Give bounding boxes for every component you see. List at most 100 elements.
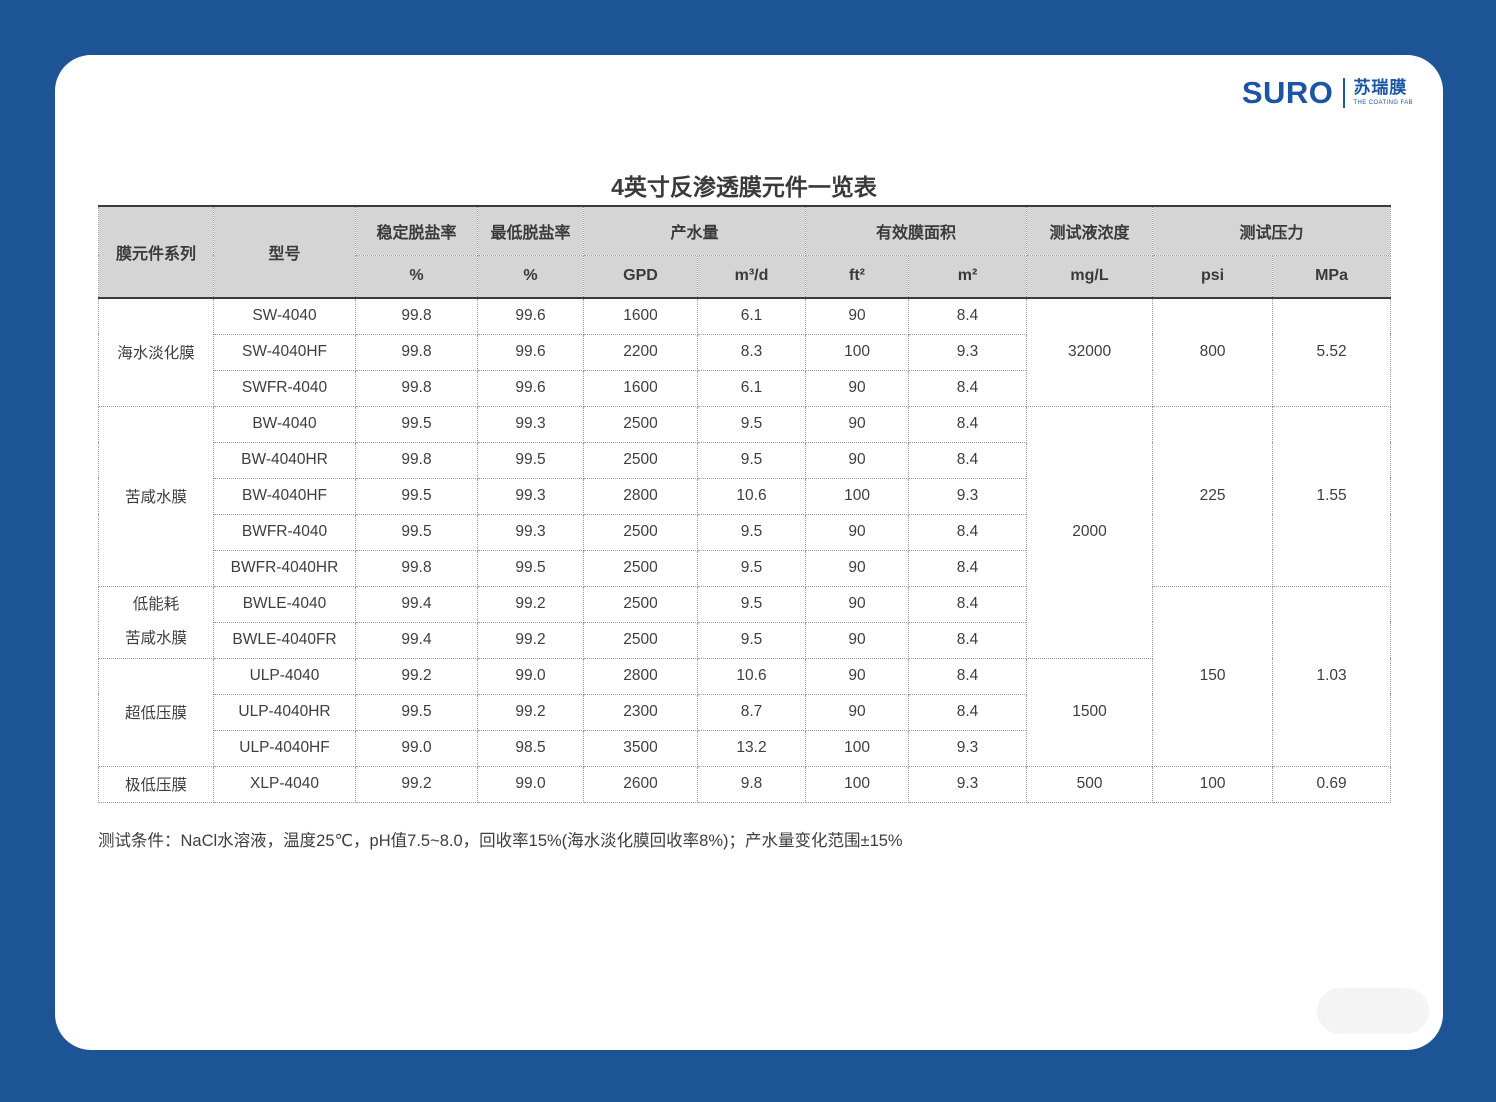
company-logo: SURO 苏瑞膜 THE COATING FAB — [1242, 77, 1413, 108]
ft2-cell: 90 — [805, 513, 910, 551]
m3d-cell: 8.7 — [696, 693, 807, 731]
min-cell: 99.0 — [477, 657, 584, 695]
model-cell: BWLE-4040FR — [213, 621, 356, 659]
page-title: 4英寸反渗透膜元件一览表 — [611, 174, 877, 200]
m2-cell: 8.4 — [908, 621, 1028, 659]
watermark-shape — [1317, 988, 1429, 1034]
psi-cell: 100 — [1152, 765, 1274, 803]
psi-cell: 800 — [1152, 297, 1274, 407]
brand-text: SURO — [1241, 75, 1334, 110]
gpd-cell: 2500 — [583, 621, 698, 659]
table-row: BW-4040HF 99.5 99.3 2800 10.6 100 9.3 — [99, 477, 1391, 515]
col-header-min-rejection: 最低脱盐率 — [477, 205, 584, 256]
gpd-cell: 3500 — [583, 729, 698, 767]
m3d-cell: 6.1 — [696, 369, 807, 407]
stable-cell: 99.5 — [355, 405, 478, 443]
min-cell: 99.6 — [477, 369, 584, 407]
m3d-cell: 9.5 — [696, 405, 807, 443]
m3d-cell: 9.5 — [696, 549, 807, 587]
table-row: SWFR-4040 99.8 99.6 1600 6.1 90 8.4 — [99, 369, 1391, 407]
col-header-stable-rejection: 稳定脱盐率 — [355, 205, 478, 256]
stable-cell: 99.8 — [355, 549, 478, 587]
m2-cell: 8.4 — [908, 549, 1028, 587]
table-row: 极低压膜 XLP-4040 99.2 99.0 2600 9.8 100 9.3… — [98, 765, 1392, 803]
series-cell: 极低压膜 — [98, 765, 214, 803]
ft2-cell: 90 — [805, 657, 910, 695]
m3d-cell: 9.8 — [696, 765, 807, 803]
table-row: SW-4040HF 99.8 99.6 2200 8.3 100 9.3 — [99, 333, 1391, 371]
table-row: BWFR-4040HR 99.8 99.5 2500 9.5 90 8.4 — [99, 549, 1391, 587]
col-header-concentration: 测试液浓度 — [1026, 205, 1154, 256]
model-cell: BWFR-4040HR — [213, 549, 356, 587]
ft2-cell: 90 — [805, 405, 910, 443]
spec-table: 膜元件系列 型号 稳定脱盐率 最低脱盐率 产水量 有效膜面积 测试液浓度 测试压… — [98, 205, 1392, 803]
min-cell: 99.6 — [477, 333, 584, 371]
model-cell: SW-4040HF — [213, 333, 356, 371]
content-card: SURO 苏瑞膜 THE COATING FAB 4英寸反渗透膜元件一览表 膜元… — [55, 55, 1443, 1050]
stable-cell: 99.5 — [355, 477, 478, 515]
series-line: 低能耗 — [132, 596, 180, 613]
model-cell: XLP-4040 — [213, 765, 356, 803]
min-cell: 99.2 — [477, 621, 584, 659]
stable-cell: 99.0 — [355, 729, 478, 767]
stable-cell: 99.2 — [355, 765, 478, 803]
unit-m3d: m³/d — [696, 254, 807, 299]
m2-cell: 8.4 — [908, 513, 1028, 551]
min-cell: 99.3 — [477, 405, 584, 443]
min-cell: 99.5 — [477, 441, 584, 479]
logo-tagline: THE COATING FAB — [1353, 99, 1413, 106]
logo-right-block: 苏瑞膜 THE COATING FAB — [1353, 78, 1413, 106]
unit-psi: psi — [1152, 254, 1274, 299]
gpd-cell: 1600 — [583, 297, 698, 335]
stable-cell: 99.4 — [355, 585, 478, 623]
m3d-cell: 13.2 — [696, 729, 807, 767]
gpd-cell: 2800 — [583, 657, 698, 695]
m2-cell: 8.4 — [908, 693, 1028, 731]
model-cell: SWFR-4040 — [213, 369, 356, 407]
ft2-cell: 90 — [805, 549, 910, 587]
gpd-cell: 2200 — [583, 333, 698, 371]
logo-chinese-name: 苏瑞膜 — [1353, 78, 1408, 98]
unit-m2: m² — [908, 254, 1028, 299]
series-cell: 超低压膜 — [98, 657, 214, 767]
col-header-series: 膜元件系列 — [98, 205, 214, 299]
min-cell: 99.2 — [477, 585, 584, 623]
col-header-area: 有效膜面积 — [805, 205, 1028, 256]
model-cell: ULP-4040 — [213, 657, 356, 695]
m3d-cell: 9.5 — [696, 513, 807, 551]
min-cell: 99.2 — [477, 693, 584, 731]
gpd-cell: 1600 — [583, 369, 698, 407]
model-cell: BWLE-4040 — [213, 585, 356, 623]
stable-cell: 99.5 — [355, 513, 478, 551]
gpd-cell: 2500 — [583, 585, 698, 623]
table-row: 海水淡化膜 SW-4040 99.8 99.6 1600 6.1 90 8.4 … — [98, 297, 1392, 407]
unit-percent-min: % — [477, 254, 584, 299]
stable-cell: 99.8 — [355, 297, 478, 335]
m3d-cell: 9.5 — [696, 441, 807, 479]
m2-cell: 9.3 — [908, 477, 1028, 515]
m3d-cell: 6.1 — [696, 297, 807, 335]
stable-cell: 99.5 — [355, 693, 478, 731]
m2-cell: 9.3 — [908, 729, 1028, 767]
series-cell: 低能耗 苦咸水膜 — [98, 585, 214, 659]
mgl-cell: 32000 — [1026, 297, 1154, 407]
ft2-cell: 90 — [805, 369, 910, 407]
col-header-flow: 产水量 — [582, 205, 807, 256]
logo-divider — [1343, 77, 1346, 108]
mpa-cell: 1.55 — [1272, 405, 1392, 587]
mpa-cell: 5.52 — [1272, 297, 1392, 407]
m2-cell: 8.4 — [908, 369, 1028, 407]
min-cell: 99.3 — [477, 477, 584, 515]
mpa-cell: 0.69 — [1272, 765, 1392, 803]
table-row: 低能耗 苦咸水膜 BWLE-4040 99.4 99.2 2500 9.5 90… — [98, 585, 1392, 767]
stable-cell: 99.2 — [355, 657, 478, 695]
min-cell: 99.0 — [477, 765, 584, 803]
m2-cell: 8.4 — [908, 585, 1028, 623]
unit-mpa: MPa — [1272, 254, 1392, 299]
stable-cell: 99.8 — [355, 333, 478, 371]
stable-cell: 99.8 — [355, 369, 478, 407]
gpd-cell: 2800 — [583, 477, 698, 515]
series-cell: 苦咸水膜 — [98, 405, 214, 587]
model-cell: SW-4040 — [213, 297, 356, 335]
mgl-cell: 500 — [1026, 765, 1154, 803]
